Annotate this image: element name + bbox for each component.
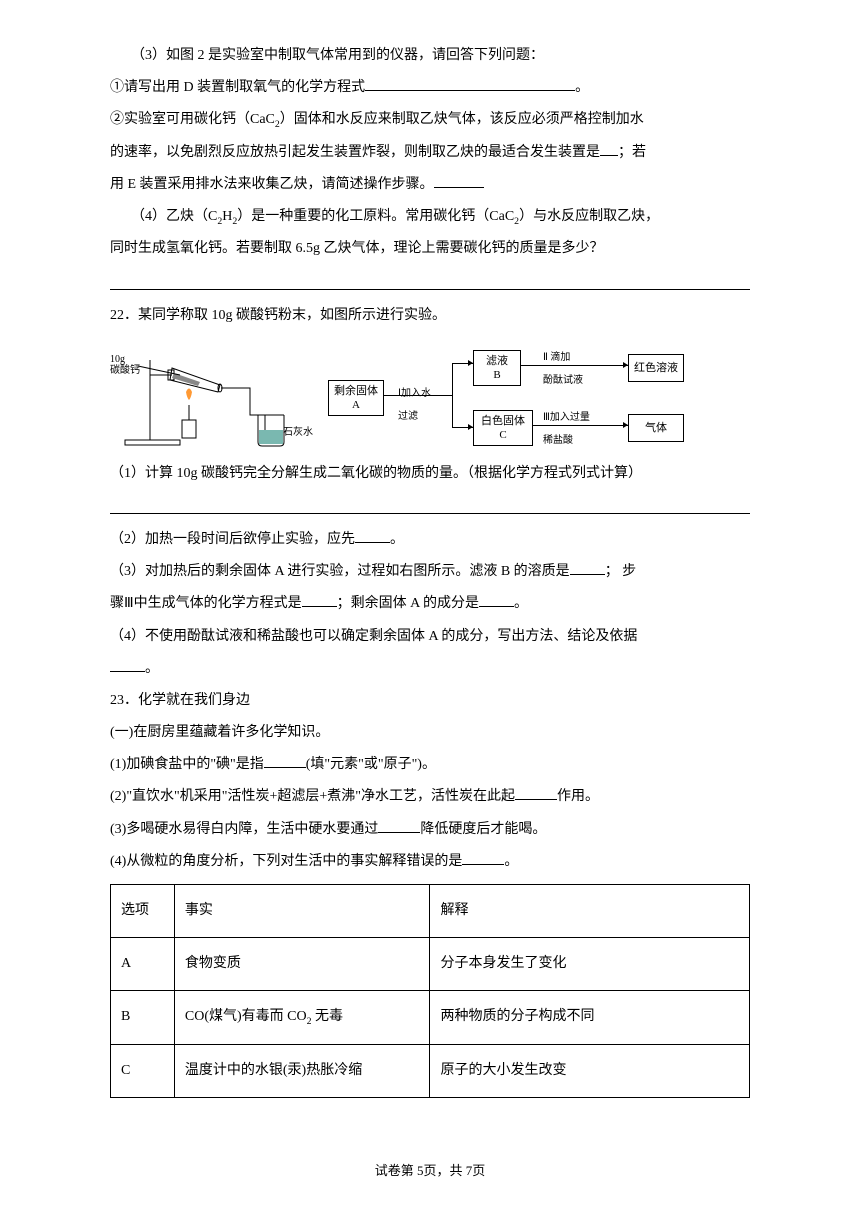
blank: [515, 786, 557, 800]
box-red-solution: 红色溶液: [628, 354, 684, 382]
apparatus-drawing: 10g 碳酸钙 石灰水: [110, 340, 320, 450]
q23-p4: (4)从微粒的角度分析，下列对生活中的事实解释错误的是 。: [110, 846, 750, 878]
options-table: 选项 事实 解释 A 食物变质 分子本身发生了变化 B CO(煤气)有毒而 CO…: [110, 884, 750, 1098]
q22-intro: 22．某同学称取 10g 碳酸钙粉末，如图所示进行实验。: [110, 300, 750, 332]
cell-fact: CO(煤气)有毒而 CO2 无毒: [174, 991, 430, 1044]
q22-p3-l1a: （3）对加热后的剩余固体 A 进行实验，过程如右图所示。滤液 B 的溶质是: [110, 564, 570, 579]
q22-p2a: （2）加热一段时间后欲停止实验，应先: [110, 532, 355, 547]
blank: [570, 561, 605, 575]
q4-l1c: ）是一种重要的化工原料。常用碳化钙（CaC: [237, 209, 514, 224]
cell-opt: A: [111, 938, 175, 991]
q4-l1b: H: [222, 209, 232, 224]
q3-sub2-l3-text: 用 E 装置采用排水法来收集乙炔，请简述操作步骤。: [110, 177, 434, 192]
q4-l1: （4）乙炔（C2H2）是一种重要的化工原料。常用碳化钙（CaC2）与水反应制取乙…: [110, 201, 750, 233]
blank: [355, 529, 390, 543]
q4-l1d: ）与水反应制取乙炔，: [519, 209, 659, 224]
sample-mass-label: 10g: [110, 354, 125, 365]
table-header-row: 选项 事实 解释: [111, 885, 750, 938]
th-fact: 事实: [174, 885, 430, 938]
q23-p3b: 降低硬度后才能喝。: [420, 822, 546, 837]
q23-p1b: (填"元素"或"原子")。: [306, 757, 436, 772]
sample-name-label: 碳酸钙: [110, 363, 140, 376]
q22-p3-l2c: 。: [514, 596, 528, 611]
q23-p1: (1)加碘食盐中的"碘"是指 (填"元素"或"原子")。: [110, 749, 750, 781]
cell-fact: 温度计中的水银(汞)热胀冷缩: [174, 1044, 430, 1097]
q22-p4: （4）不使用酚酞试液和稀盐酸也可以确定剩余固体 A 的成分，写出方法、结论及依据: [110, 621, 750, 653]
box-white-solid: 白色固体C: [473, 410, 533, 447]
q23-p3a: (3)多喝硬水易得白内障，生活中硬水要通过: [110, 822, 378, 837]
blank: [378, 819, 420, 833]
table-row: C 温度计中的水银(汞)热胀冷缩 原子的大小发生改变: [111, 1044, 750, 1097]
cell-fact: 食物变质: [174, 938, 430, 991]
q3-sub2-l2b: ；若: [618, 145, 646, 160]
q3-sub1-after: 。: [575, 80, 589, 95]
q23-p3: (3)多喝硬水易得白内障，生活中硬水要通过 降低硬度后才能喝。: [110, 814, 750, 846]
cell-opt: B: [111, 991, 175, 1044]
q23-section1: (一)在厨房里蕴藏着许多化学知识。: [110, 717, 750, 749]
box-gas: 气体: [628, 414, 684, 442]
q3-sub2-l2: 的速率，以免剧烈反应放热引起发生装置炸裂，则制取乙炔的最适合发生装置是 ；若: [110, 137, 750, 169]
q3-sub2-l1: ②实验室可用碳化钙（CaC2）固体和水反应来制取乙炔气体，该反应必须严格控制加水: [110, 104, 750, 136]
blank: [302, 593, 337, 607]
cell-opt: C: [111, 1044, 175, 1097]
table-row: B CO(煤气)有毒而 CO2 无毒 两种物质的分子构成不同: [111, 991, 750, 1044]
q23-p2b: 作用。: [557, 789, 599, 804]
q22-p2b: 。: [390, 532, 404, 547]
box-filtrate: 滤液B: [473, 350, 521, 387]
divider-line: [110, 496, 750, 514]
label-step2: Ⅱ 滴加酚酞试液: [543, 346, 583, 392]
q22-p3-l2a: 骤Ⅲ中生成气体的化学方程式是: [110, 596, 302, 611]
q4-l2: 同时生成氢氧化钙。若要制取 6.5g 乙炔气体，理论上需要碳化钙的质量是多少？: [110, 233, 750, 265]
blank: [434, 174, 484, 188]
cell-exp: 原子的大小发生改变: [430, 1044, 750, 1097]
label-step1: Ⅰ加入水过滤: [398, 382, 431, 428]
q22-p3-l1: （3）对加热后的剩余固体 A 进行实验，过程如右图所示。滤液 B 的溶质是 ； 步: [110, 556, 750, 588]
q23-p1a: (1)加碘食盐中的"碘"是指: [110, 757, 264, 772]
q22-diagram: 10g 碳酸钙 石灰水 剩余固体A 滤液B 白色固体C 红色溶液 气体 Ⅰ加入水…: [110, 340, 750, 450]
q23-p4b: 。: [504, 854, 518, 869]
q22-p3-l2b: ；剩余固体 A 的成分是: [337, 596, 479, 611]
q3-sub1-text: ①请写出用 D 装置制取氧气的化学方程式: [110, 80, 365, 95]
page-footer: 试卷第 5页，共 7页: [0, 1156, 860, 1186]
q3-sub1: ①请写出用 D 装置制取氧气的化学方程式 。: [110, 72, 750, 104]
q22-p3-l2: 骤Ⅲ中生成气体的化学方程式是 ；剩余固体 A 的成分是 。: [110, 588, 750, 620]
box-residue: 剩余固体A: [328, 380, 384, 417]
blank: [479, 593, 514, 607]
q3-sub2-l2a: 的速率，以免剧烈反应放热引起发生装置炸裂，则制取乙炔的最适合发生装置是: [110, 145, 600, 160]
limewater-label: 石灰水: [283, 425, 313, 438]
q3-sub2-l1b: ）固体和水反应来制取乙炔气体，该反应必须严格控制加水: [280, 112, 644, 127]
label-step3: Ⅲ加入过量稀盐酸: [543, 406, 590, 452]
q22-p3-l1b: ； 步: [605, 564, 637, 579]
q22-p4b-text: 。: [145, 661, 159, 676]
th-exp: 解释: [430, 885, 750, 938]
divider-line: [110, 272, 750, 290]
q23-p4a: (4)从微粒的角度分析，下列对生活中的事实解释错误的是: [110, 854, 462, 869]
th-opt: 选项: [111, 885, 175, 938]
q22-p1: （1）计算 10g 碳酸钙完全分解生成二氧化碳的物质的量。（根据化学方程式列式计…: [110, 458, 750, 490]
cell-exp: 分子本身发生了变化: [430, 938, 750, 991]
blank: [110, 658, 145, 672]
q23-intro: 23．化学就在我们身边: [110, 685, 750, 717]
q3-intro: （3）如图 2 是实验室中制取气体常用到的仪器，请回答下列问题：: [110, 40, 750, 72]
q22-p4b: 。: [110, 653, 750, 685]
q4-l1a: （4）乙炔（C: [131, 209, 217, 224]
blank: [365, 77, 575, 91]
cell-exp: 两种物质的分子构成不同: [430, 991, 750, 1044]
blank: [264, 754, 306, 768]
blank: [600, 142, 618, 156]
q3-sub2-l3: 用 E 装置采用排水法来收集乙炔，请简述操作步骤。: [110, 169, 750, 201]
q23-p2a: (2)"直饮水"机采用"活性炭+超滤层+煮沸"净水工艺，活性炭在此起: [110, 789, 515, 804]
q3-sub2-l1a: ②实验室可用碳化钙（CaC: [110, 112, 275, 127]
q22-p2: （2）加热一段时间后欲停止实验，应先 。: [110, 524, 750, 556]
q23-p2: (2)"直饮水"机采用"活性炭+超滤层+煮沸"净水工艺，活性炭在此起 作用。: [110, 781, 750, 813]
blank: [462, 851, 504, 865]
table-row: A 食物变质 分子本身发生了变化: [111, 938, 750, 991]
flow-diagram: 剩余固体A 滤液B 白色固体C 红色溶液 气体 Ⅰ加入水过滤 Ⅱ 滴加酚酞试液 …: [328, 340, 750, 450]
